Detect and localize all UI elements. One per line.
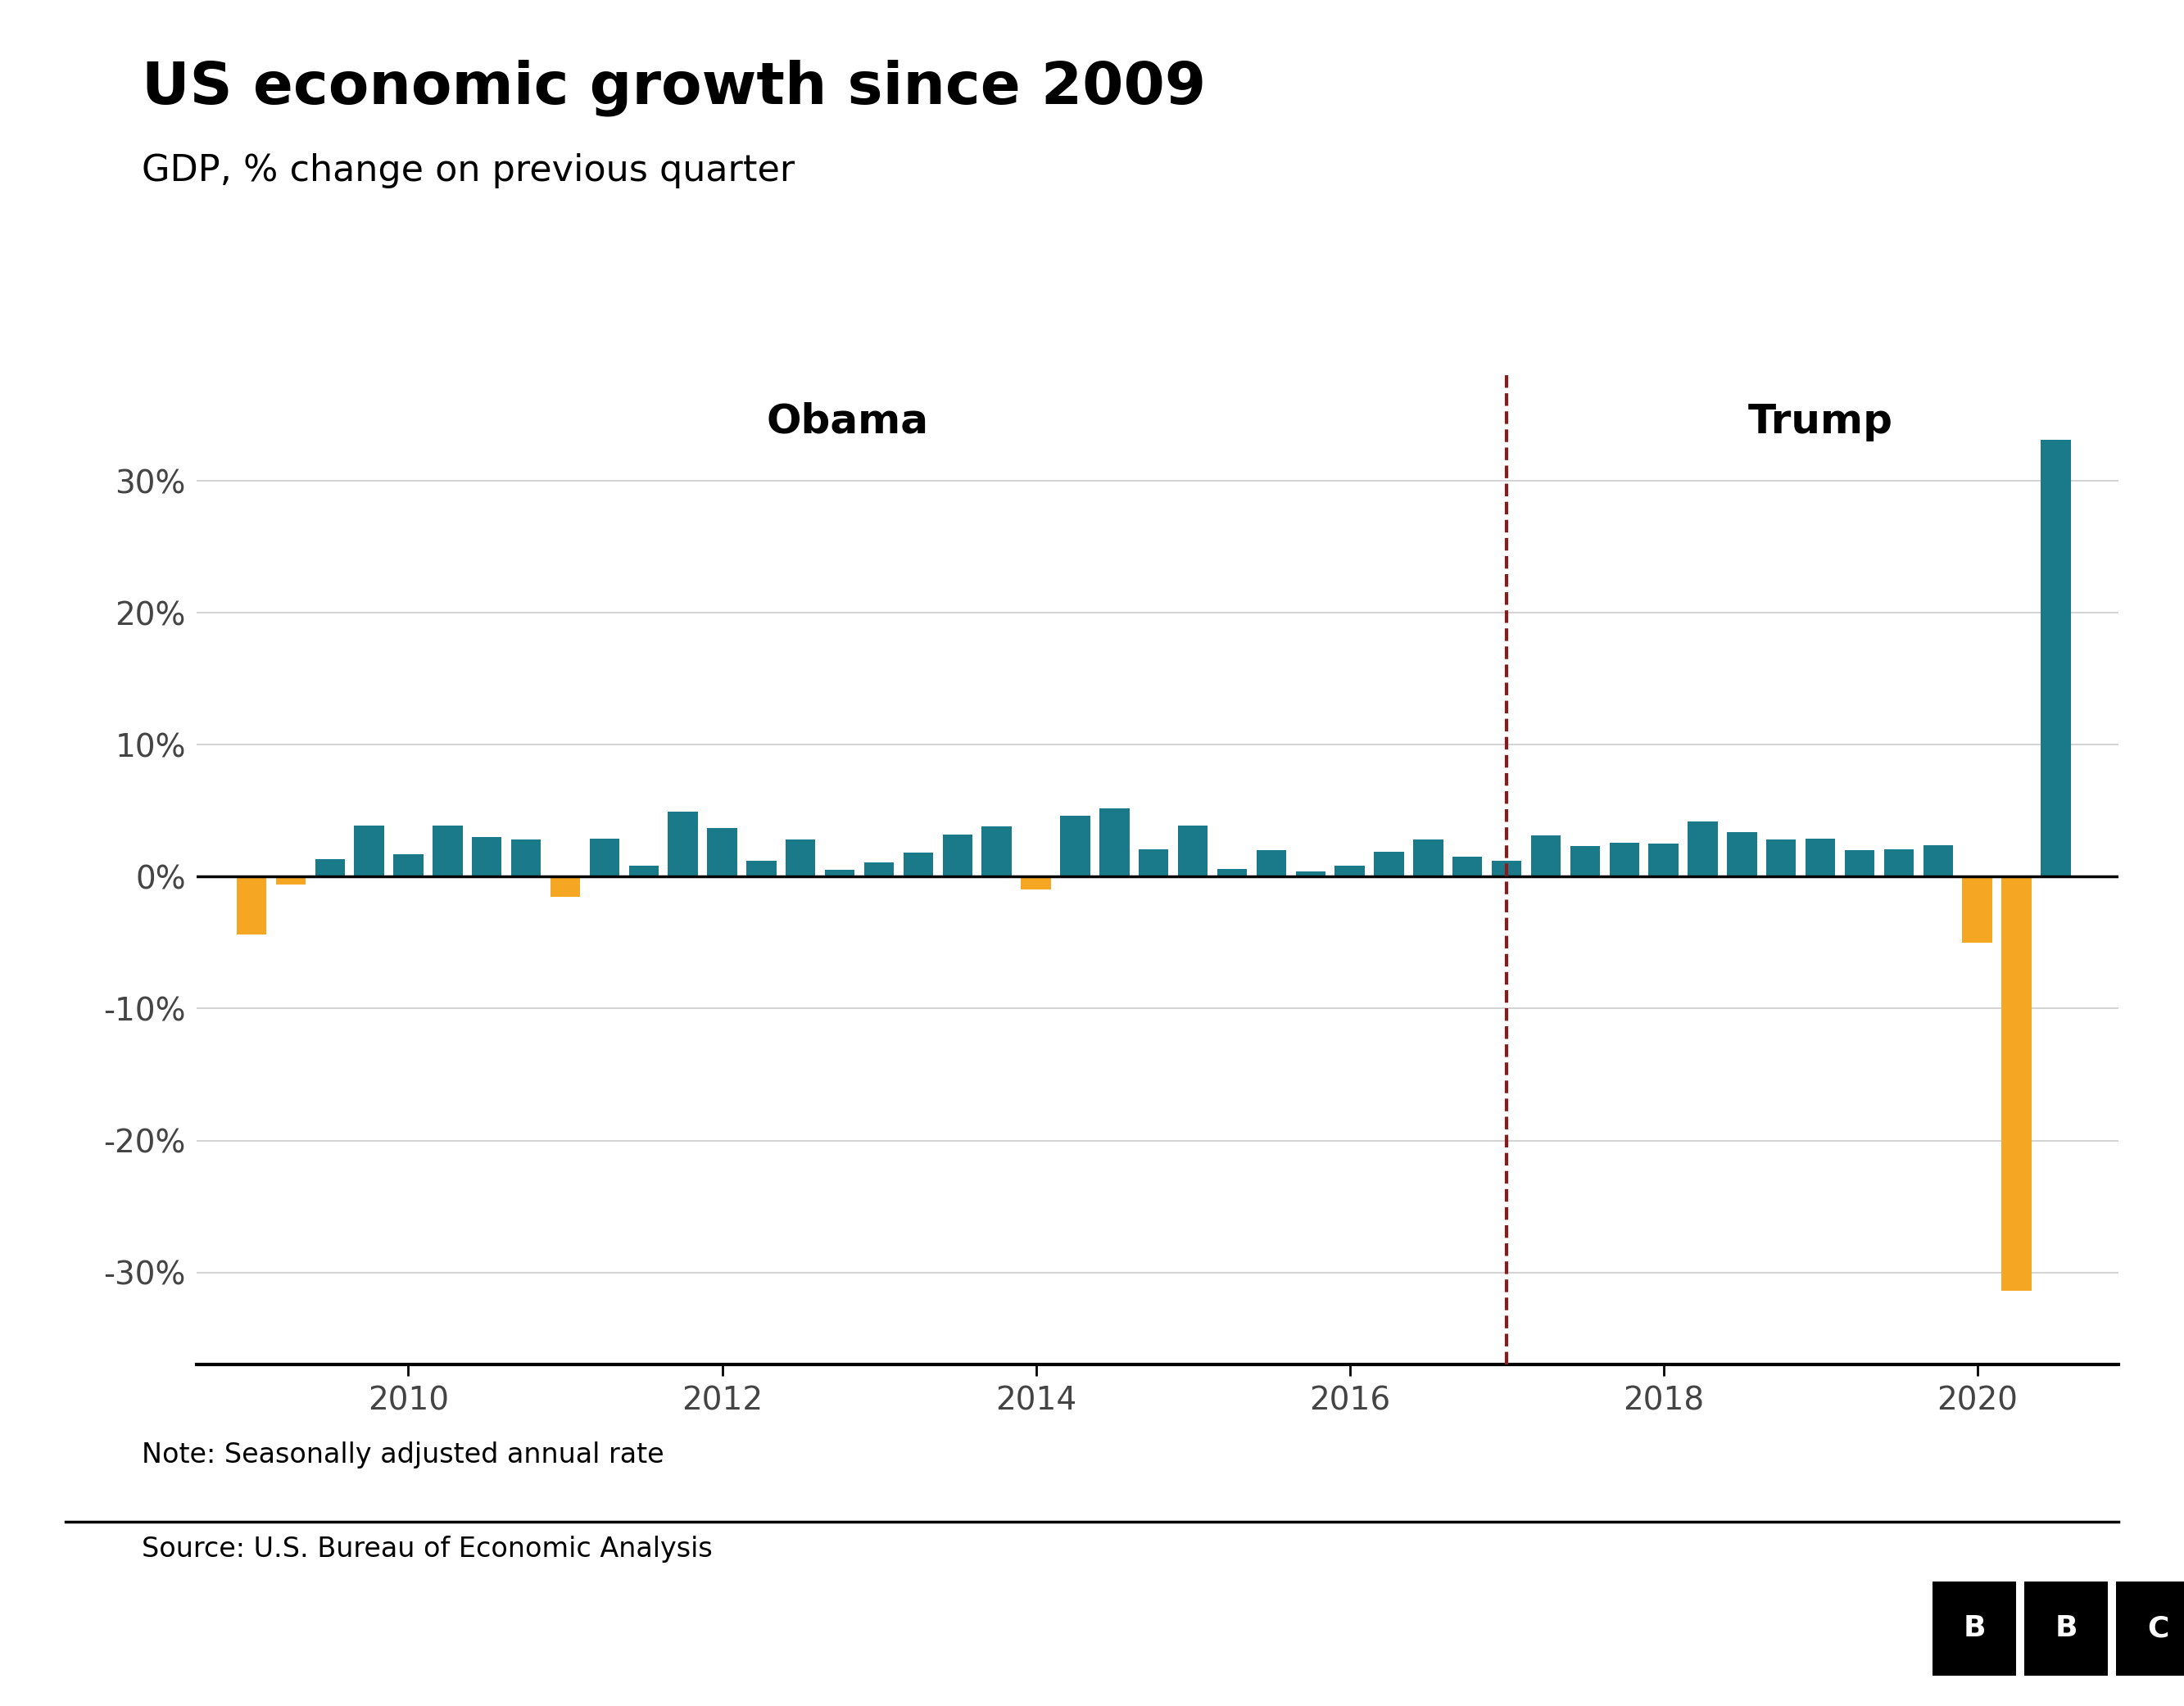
Text: Source: U.S. Bureau of Economic Analysis: Source: U.S. Bureau of Economic Analysis: [142, 1535, 712, 1563]
Bar: [1728, 833, 1756, 877]
Text: Note: Seasonally adjusted annual rate: Note: Seasonally adjusted annual rate: [142, 1442, 664, 1469]
Text: Obama: Obama: [767, 403, 928, 442]
Bar: [1138, 850, 1168, 877]
Bar: [1531, 836, 1562, 877]
Bar: [943, 834, 972, 877]
Bar: [1492, 862, 1522, 877]
Bar: [393, 855, 424, 877]
Bar: [354, 826, 384, 877]
Bar: [1963, 877, 1992, 943]
Text: US economic growth since 2009: US economic growth since 2009: [142, 60, 1206, 116]
Text: GDP, % change on previous quarter: GDP, % change on previous quarter: [142, 154, 795, 189]
Bar: [1610, 843, 1640, 877]
Bar: [1767, 839, 1795, 877]
Bar: [826, 870, 854, 877]
Bar: [1059, 815, 1090, 877]
Bar: [2040, 440, 2070, 877]
Bar: [1295, 872, 1326, 877]
Bar: [1924, 844, 1952, 877]
Bar: [668, 812, 699, 877]
Bar: [511, 839, 542, 877]
Bar: [590, 838, 620, 877]
Bar: [1688, 821, 1717, 877]
Bar: [708, 827, 736, 877]
Text: B: B: [1963, 1614, 1985, 1643]
Bar: [865, 862, 893, 877]
Bar: [747, 862, 775, 877]
Bar: [1570, 846, 1601, 877]
Text: C: C: [2147, 1614, 2169, 1643]
Bar: [2001, 877, 2031, 1291]
Bar: [1452, 856, 1483, 877]
Bar: [314, 860, 345, 877]
Bar: [275, 877, 306, 885]
Bar: [1099, 809, 1129, 877]
Bar: [1845, 850, 1874, 877]
Text: B: B: [2055, 1614, 2077, 1643]
Bar: [786, 839, 815, 877]
Bar: [1256, 850, 1286, 877]
Bar: [1374, 851, 1404, 877]
Text: Trump: Trump: [1747, 403, 1894, 442]
Bar: [550, 877, 581, 896]
Bar: [1885, 850, 1913, 877]
Bar: [432, 826, 463, 877]
Bar: [472, 838, 502, 877]
Bar: [1413, 839, 1444, 877]
Bar: [1022, 877, 1051, 891]
Bar: [236, 877, 266, 935]
Bar: [1649, 844, 1677, 877]
Bar: [1216, 868, 1247, 877]
Bar: [1806, 838, 1835, 877]
Bar: [1334, 867, 1365, 877]
Bar: [983, 826, 1011, 877]
Bar: [904, 853, 933, 877]
Bar: [1177, 826, 1208, 877]
Bar: [629, 867, 660, 877]
